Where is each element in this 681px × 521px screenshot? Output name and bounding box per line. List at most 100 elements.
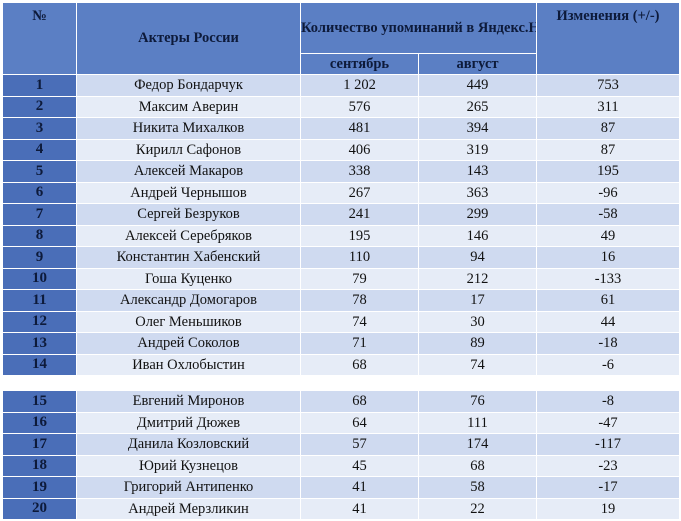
august-count-cell: 212 [418, 267, 537, 290]
table-row: 10 Гоша Куценко 79 212 -133 [2, 267, 680, 290]
table-row: 19 Григорий Антипенко 41 58 -17 [2, 476, 680, 499]
table-row: 3 Никита Михалков 481 394 87 [2, 117, 680, 140]
august-count-cell: 30 [418, 310, 537, 333]
september-count-cell: 267 [300, 181, 419, 204]
august-count-cell: 74 [418, 353, 537, 376]
change-cell: -133 [536, 267, 680, 290]
actor-name-cell: Сергей Безруков [76, 203, 301, 226]
table-row: 11 Александр Домогаров 78 17 61 [2, 289, 680, 312]
change-cell: 87 [536, 117, 680, 140]
actor-name-cell: Константин Хабенский [76, 246, 301, 269]
actor-name-cell: Дмитрий Дюжев [76, 411, 301, 434]
actor-name-cell: Андрей Чернышов [76, 181, 301, 204]
change-cell: -47 [536, 411, 680, 434]
actor-name-cell: Андрей Соколов [76, 332, 301, 355]
august-count-cell: 299 [418, 203, 537, 226]
rank-cell: 5 [2, 160, 77, 183]
september-count-cell: 241 [300, 203, 419, 226]
change-cell: 19 [536, 497, 680, 520]
actor-name-cell: Андрей Мерзликин [76, 497, 301, 520]
change-cell: 44 [536, 310, 680, 333]
august-count-cell: 111 [418, 411, 537, 434]
august-count-cell: 68 [418, 454, 537, 477]
rank-cell: 13 [2, 332, 77, 355]
actor-name-cell: Иван Охлобыстин [76, 353, 301, 376]
september-count-cell: 57 [300, 433, 419, 456]
august-count-cell: 89 [418, 332, 537, 355]
change-cell: -6 [536, 353, 680, 376]
august-count-cell: 174 [418, 433, 537, 456]
actor-name-cell: Григорий Антипенко [76, 476, 301, 499]
august-count-cell: 265 [418, 95, 537, 118]
august-count-cell: 394 [418, 117, 537, 140]
september-count-cell: 45 [300, 454, 419, 477]
change-cell: -58 [536, 203, 680, 226]
table-row: 5 Алексей Макаров 338 143 195 [2, 160, 680, 183]
header-actor: Актеры России [76, 2, 301, 75]
table-row: 16 Дмитрий Дюжев 64 111 -47 [2, 411, 680, 434]
actor-name-cell: Евгений Миронов [76, 390, 301, 413]
actor-name-cell: Данила Козловский [76, 433, 301, 456]
change-cell: -96 [536, 181, 680, 204]
header-september: сентябрь [300, 53, 419, 75]
table-row: 1 Федор Бондарчук 1 202 449 753 [2, 74, 680, 97]
september-count-cell: 1 202 [300, 74, 419, 97]
change-cell: 16 [536, 246, 680, 269]
table-row: 9 Константин Хабенский 110 94 16 [2, 246, 680, 269]
table-row: 18 Юрий Кузнецов 45 68 -23 [2, 454, 680, 477]
rank-cell: 3 [2, 117, 77, 140]
rank-cell: 14 [2, 353, 77, 376]
rank-cell: 9 [2, 246, 77, 269]
september-count-cell: 68 [300, 353, 419, 376]
august-count-cell: 76 [418, 390, 537, 413]
table-body: 1 Федор Бондарчук 1 202 449 753 2 Максим Авери… [2, 74, 680, 520]
actor-name-cell: Кирилл Сафонов [76, 138, 301, 161]
september-count-cell: 110 [300, 246, 419, 269]
separator-cell [2, 375, 77, 391]
rank-cell: 16 [2, 411, 77, 434]
september-count-cell: 41 [300, 476, 419, 499]
rank-cell: 20 [2, 497, 77, 520]
august-count-cell: 94 [418, 246, 537, 269]
header-mentions: Количество упоминаний в Яндекс.Новости, … [300, 2, 537, 54]
separator-cell [418, 375, 537, 391]
september-count-cell: 68 [300, 390, 419, 413]
rank-cell: 10 [2, 267, 77, 290]
rank-cell: 17 [2, 433, 77, 456]
actor-name-cell: Олег Меньшиков [76, 310, 301, 333]
actor-name-cell: Федор Бондарчук [76, 74, 301, 97]
august-count-cell: 17 [418, 289, 537, 312]
header-august: август [418, 53, 537, 75]
table-row: 8 Алексей Серебряков 195 146 49 [2, 224, 680, 247]
table-row: 14 Иван Охлобыстин 68 74 -6 [2, 353, 680, 376]
change-cell: 195 [536, 160, 680, 183]
september-count-cell: 71 [300, 332, 419, 355]
change-cell: 87 [536, 138, 680, 161]
table-row: 20 Андрей Мерзликин 41 22 19 [2, 497, 680, 520]
rank-cell: 4 [2, 138, 77, 161]
group-separator [2, 375, 680, 391]
table-row: 12 Олег Меньшиков 74 30 44 [2, 310, 680, 333]
separator-cell [536, 375, 680, 391]
september-count-cell: 338 [300, 160, 419, 183]
table-row: 13 Андрей Соколов 71 89 -18 [2, 332, 680, 355]
rank-cell: 6 [2, 181, 77, 204]
change-cell: -23 [536, 454, 680, 477]
september-count-cell: 41 [300, 497, 419, 520]
rank-cell: 11 [2, 289, 77, 312]
actor-name-cell: Максим Аверин [76, 95, 301, 118]
separator-cell [300, 375, 419, 391]
rank-cell: 8 [2, 224, 77, 247]
header-num: № [2, 2, 77, 75]
actor-name-cell: Никита Михалков [76, 117, 301, 140]
august-count-cell: 146 [418, 224, 537, 247]
september-count-cell: 74 [300, 310, 419, 333]
change-cell: 311 [536, 95, 680, 118]
table-row: 15 Евгений Миронов 68 76 -8 [2, 390, 680, 413]
change-cell: -117 [536, 433, 680, 456]
rank-cell: 1 [2, 74, 77, 97]
actor-name-cell: Александр Домогаров [76, 289, 301, 312]
rank-cell: 18 [2, 454, 77, 477]
august-count-cell: 363 [418, 181, 537, 204]
